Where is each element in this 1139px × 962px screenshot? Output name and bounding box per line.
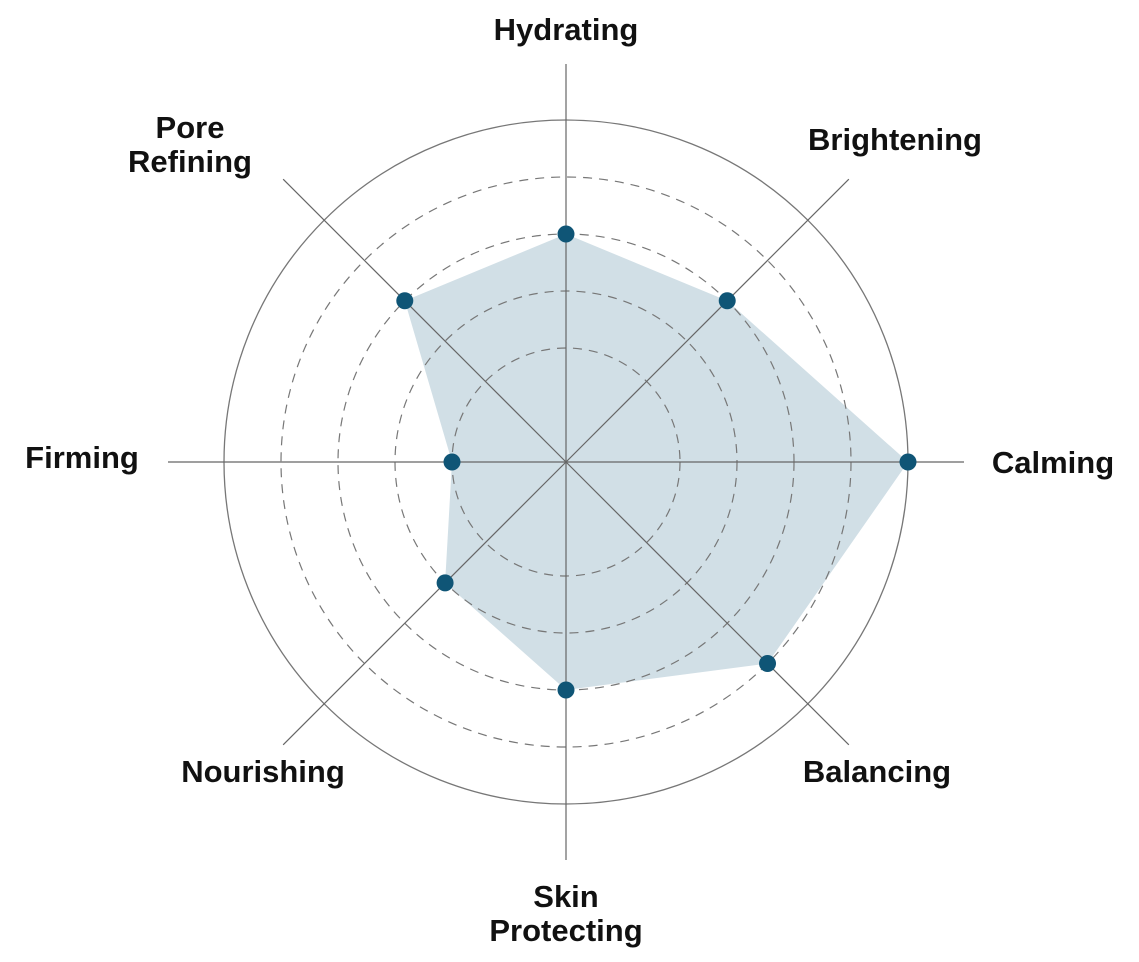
axis-label-line: Nourishing xyxy=(181,754,345,789)
axis-label-nourishing: Nourishing xyxy=(181,754,345,789)
axis-balancing xyxy=(565,461,850,746)
axis-label-brightening: Brightening xyxy=(808,122,982,157)
axis-label-hydrating: Hydrating xyxy=(494,12,639,47)
axis-label-line: Refining xyxy=(128,144,252,179)
axis-label-firming: Firming xyxy=(25,440,139,475)
axis-label-skin-protecting: Skin Protecting xyxy=(489,879,642,948)
axis-nourishing xyxy=(282,461,567,746)
axis-label-line: Hydrating xyxy=(494,12,639,47)
data-point-pore-refining xyxy=(396,292,414,310)
axis-label-line: Brightening xyxy=(808,122,982,157)
data-point-skin-protecting xyxy=(557,681,575,699)
axis-label-line: Skin xyxy=(533,879,598,914)
axis-brightening xyxy=(565,178,850,463)
axis-label-line: Protecting xyxy=(489,913,642,948)
axis-label-line: Firming xyxy=(25,440,139,475)
data-point-firming xyxy=(443,453,461,471)
axis-label-line: Pore xyxy=(156,110,225,145)
axis-label-line: Calming xyxy=(992,445,1114,480)
data-point-balancing xyxy=(759,655,777,673)
axis-pore-refining xyxy=(282,178,567,463)
data-point-hydrating xyxy=(557,225,575,243)
data-point-nourishing xyxy=(436,574,454,592)
data-point-calming xyxy=(899,453,917,471)
axis-label-line: Balancing xyxy=(803,754,951,789)
axis-label-pore-refining: Pore Refining xyxy=(128,110,252,179)
data-point-brightening xyxy=(718,292,736,310)
axis-label-balancing: Balancing xyxy=(803,754,951,789)
axis-label-calming: Calming xyxy=(992,445,1114,480)
